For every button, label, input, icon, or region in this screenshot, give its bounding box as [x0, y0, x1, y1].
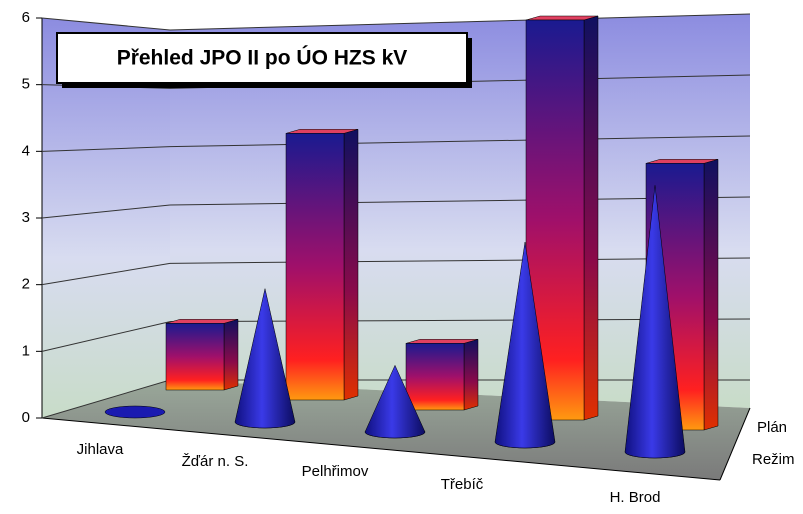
bar-front [165, 323, 225, 391]
bar-side [463, 339, 479, 411]
cone-body [234, 288, 296, 429]
grid-line [169, 135, 751, 148]
x-tick-label: Žďár n. S. [182, 453, 249, 470]
series-label: Režim [752, 451, 795, 468]
x-axis [41, 417, 721, 481]
y-tick-label: 1 [22, 342, 30, 359]
grid-line [41, 262, 171, 286]
cone-base [104, 405, 166, 419]
z-axis [719, 407, 751, 481]
bar-front [285, 133, 345, 401]
labels: Jihlava Žďár n. S. Pelhřimov Třebíč H. Brod P… [77, 419, 795, 506]
bar-side [223, 319, 239, 391]
grid-line [169, 13, 751, 31]
cone [494, 241, 556, 449]
title-box [56, 32, 468, 84]
bar [285, 129, 359, 401]
side-wall [42, 18, 170, 418]
y-tick-label: 6 [22, 9, 30, 26]
grid-line [41, 379, 171, 419]
x-tick-label: Pelhřimov [302, 463, 369, 480]
y-tick-label: 2 [22, 276, 30, 293]
grid-line [41, 321, 171, 352]
bar-side [583, 15, 599, 421]
cone-body [624, 185, 686, 459]
cone [104, 405, 166, 419]
bar-front [405, 343, 465, 411]
y-tick-label: 4 [22, 142, 30, 159]
grid-line [41, 204, 171, 219]
grid-line [41, 146, 171, 152]
bar-side [703, 159, 719, 431]
y-tick-label: 3 [22, 209, 30, 226]
grid-line [41, 17, 171, 31]
series-label: Plán [757, 419, 787, 436]
bar [405, 339, 479, 411]
x-tick-label: Třebíč [441, 476, 484, 493]
x-tick-label: Jihlava [77, 441, 124, 458]
y-tick-label: 5 [22, 76, 30, 93]
cone [624, 185, 686, 459]
x-tick-label: H. Brod [610, 489, 661, 506]
marks [104, 15, 719, 459]
bar [165, 319, 239, 391]
cone [234, 288, 296, 429]
bar-side [343, 129, 359, 401]
cone-body [494, 241, 556, 449]
cone [364, 364, 426, 439]
cone-body [364, 364, 426, 439]
chart-title: Přehled JPO II po ÚO HZS kV [117, 46, 408, 70]
y-tick-label: 0 [22, 409, 30, 426]
